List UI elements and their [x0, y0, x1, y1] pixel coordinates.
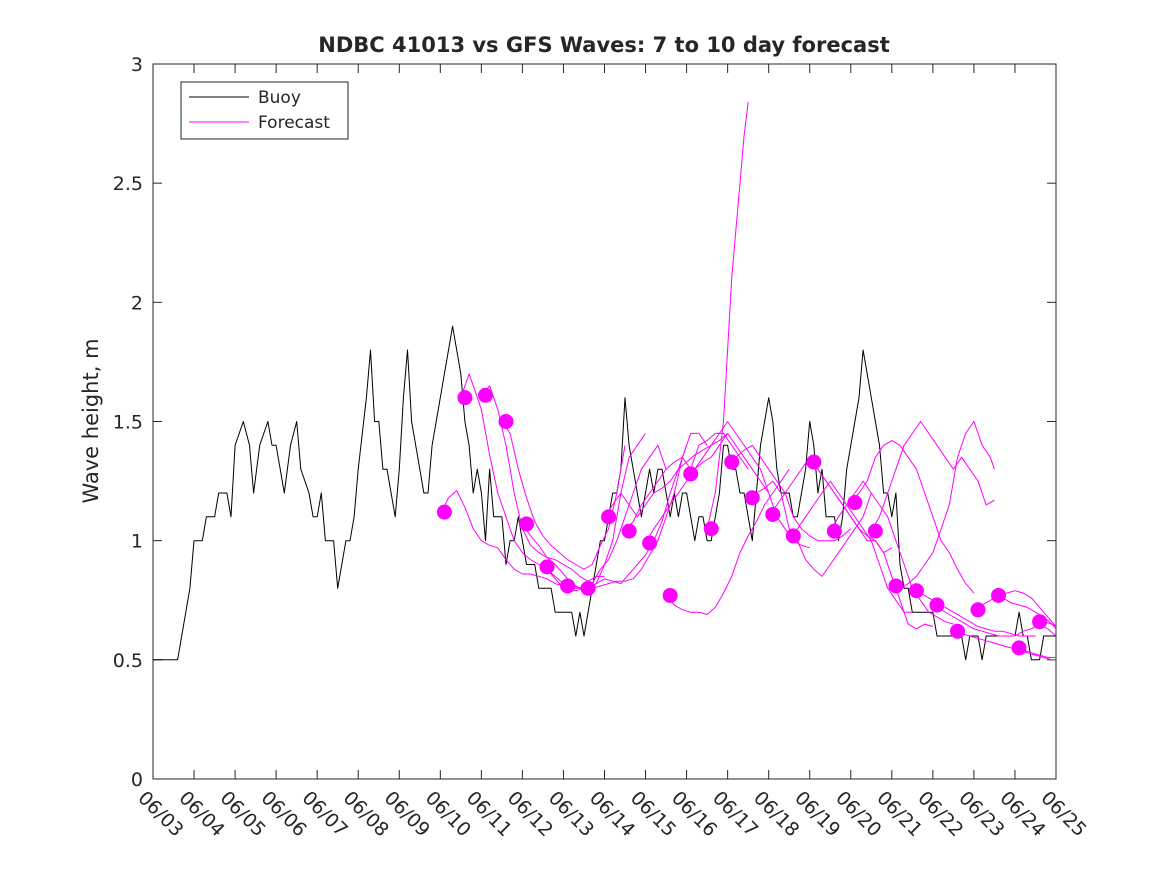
- forecast-series-line: [891, 421, 995, 589]
- forecast-marker: [826, 523, 842, 539]
- forecast-series-line: [727, 444, 852, 542]
- forecast-series-line: [501, 421, 626, 570]
- forecast-series-line: [850, 440, 975, 594]
- y-tick-label: 2: [131, 292, 143, 314]
- forecast-marker: [477, 387, 493, 403]
- forecast-marker: [662, 587, 678, 603]
- forecast-marker: [744, 490, 760, 506]
- forecast-series-line: [953, 630, 1056, 661]
- forecast-marker: [888, 578, 904, 594]
- forecast-series-line: [747, 480, 872, 577]
- forecast-marker: [601, 509, 617, 525]
- forecast-series-line: [624, 432, 749, 532]
- forecast-marker: [867, 523, 883, 539]
- forecast-series-line: [788, 480, 913, 613]
- y-tick-label: 1.5: [113, 412, 143, 434]
- legend-forecast-label: Forecast: [258, 113, 330, 133]
- forecast-marker: [436, 504, 452, 520]
- y-tick-label: 0: [131, 769, 143, 791]
- y-tick-label: 2.5: [113, 173, 143, 195]
- legend: Buoy Forecast: [180, 81, 349, 140]
- y-tick-label: 0.5: [113, 650, 143, 672]
- forecast-series-line: [994, 595, 1057, 630]
- forecast-marker: [724, 454, 740, 470]
- legend-box: [180, 81, 349, 140]
- forecast-series-line: [973, 590, 1057, 627]
- forecast-series-line: [809, 461, 934, 630]
- forecast-marker: [806, 454, 822, 470]
- buoy-series-line: [153, 325, 1056, 661]
- forecast-series-line: [584, 432, 708, 589]
- forecast-marker: [765, 506, 781, 522]
- forecast-marker: [1032, 614, 1048, 630]
- forecast-marker: [539, 559, 555, 575]
- forecast-marker: [560, 578, 576, 594]
- forecast-series-line: [439, 490, 564, 587]
- legend-buoy-label: Buoy: [258, 88, 301, 108]
- forecast-marker: [970, 602, 986, 618]
- forecast-marker: [703, 521, 719, 537]
- forecast-series-line: [706, 102, 749, 529]
- forecast-marker: [519, 516, 535, 532]
- forecast-marker: [498, 414, 514, 429]
- y-tick-label: 1: [131, 531, 143, 553]
- forecast-marker: [908, 583, 924, 599]
- forecast-series-line: [870, 421, 995, 532]
- forecast-marker: [785, 528, 801, 544]
- forecast-marker: [683, 466, 699, 482]
- forecast-marker: [1011, 640, 1027, 656]
- forecast-marker: [580, 580, 596, 596]
- y-tick-label: 3: [131, 54, 143, 76]
- chart-title: NDBC 41013 vs GFS Waves: 7 to 10 day for…: [318, 33, 889, 57]
- forecast-series-line: [645, 421, 770, 544]
- forecast-marker: [621, 523, 637, 539]
- forecast-series-line: [460, 373, 585, 589]
- y-axis-label: Wave height, m: [79, 338, 103, 503]
- forecast-marker: [847, 495, 863, 511]
- forecast-marker: [642, 535, 658, 551]
- forecast-marker: [949, 623, 965, 639]
- forecast-marker: [457, 390, 473, 406]
- forecast-series-line: [665, 468, 790, 615]
- forecast-marker: [929, 597, 945, 613]
- forecast-marker: [991, 587, 1007, 603]
- forecast-series-line: [604, 433, 728, 518]
